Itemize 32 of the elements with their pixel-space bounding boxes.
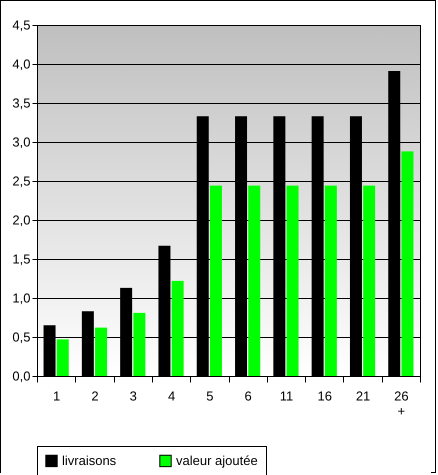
x-tick-label: 26 +: [394, 388, 409, 418]
x-tick-label: 3: [130, 388, 137, 404]
bar: [56, 339, 69, 376]
x-tick-label: 21: [356, 388, 370, 404]
bar: [401, 151, 414, 376]
legend-label: valeur ajoutée: [176, 452, 258, 468]
y-tick-label: 1,0: [12, 290, 30, 306]
bar: [95, 328, 108, 376]
bar: [324, 186, 337, 376]
y-tick-label: 2,0: [12, 212, 30, 228]
bar: [286, 186, 299, 376]
x-tick-label: 2: [91, 388, 99, 404]
y-tick-label: 4,5: [12, 18, 30, 32]
x-tick-label: 5: [206, 388, 214, 404]
x-tick-label: 11: [280, 388, 294, 404]
bar: [133, 312, 146, 376]
legend-label: livraisons: [62, 452, 117, 468]
bar: [172, 280, 184, 376]
y-tick-label: 4,0: [12, 56, 30, 72]
x-tick-label: 6: [244, 388, 252, 404]
x-tick-label: 1: [53, 388, 60, 404]
y-tick-label: 2,5: [12, 174, 30, 188]
y-tick-label: 3,5: [12, 96, 30, 110]
bar: [210, 186, 222, 376]
y-tick-label: 3,0: [12, 134, 30, 150]
y-tick-label: 1,5: [12, 252, 30, 266]
y-tick-label: 0,5: [12, 330, 30, 344]
bar: [363, 186, 376, 376]
y-tick-label: 0,0: [12, 368, 30, 384]
bar: [248, 186, 260, 376]
x-tick-label: 4: [168, 388, 176, 404]
x-tick-label: 16: [318, 388, 332, 404]
